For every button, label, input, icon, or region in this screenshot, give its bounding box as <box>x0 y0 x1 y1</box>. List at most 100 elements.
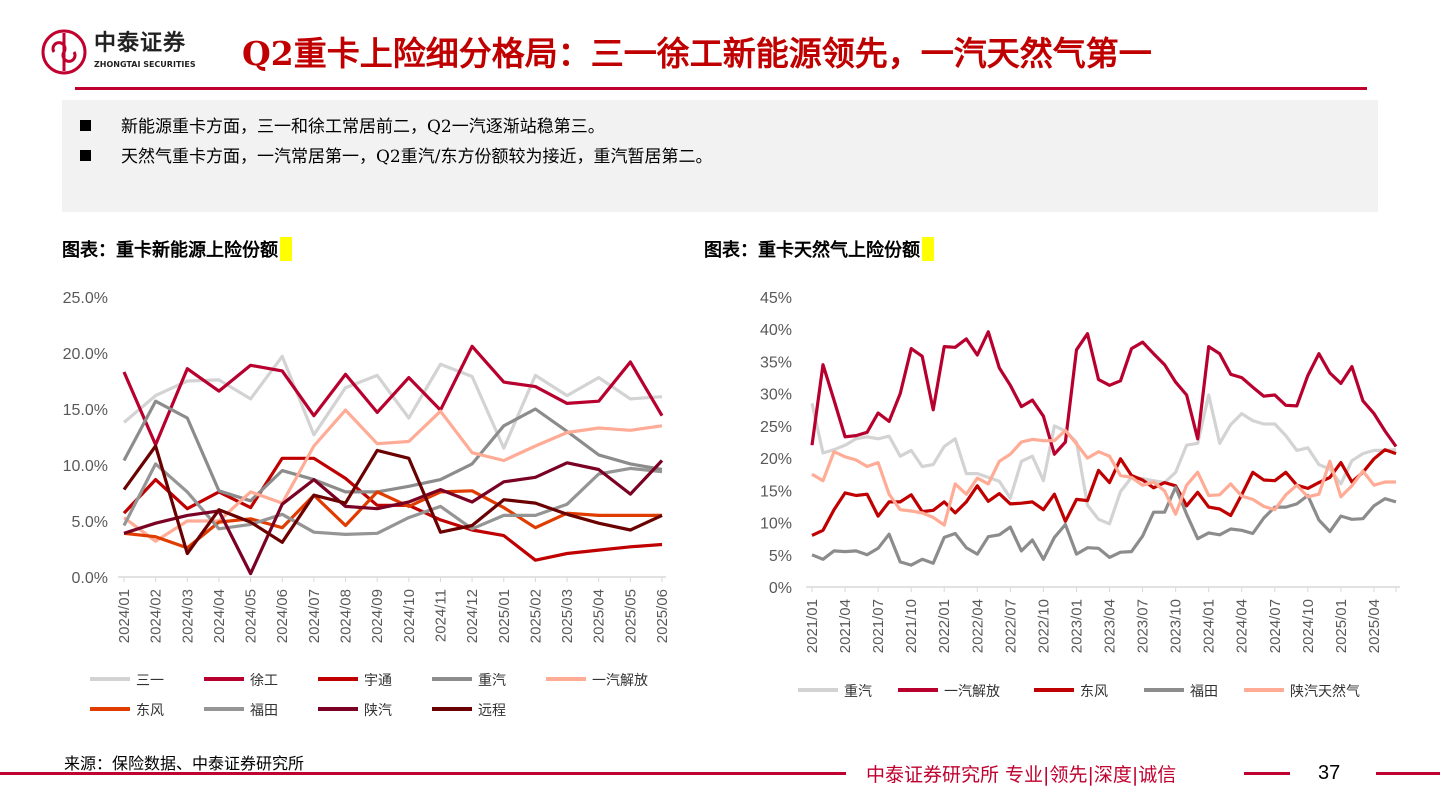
legend-swatch <box>204 707 244 711</box>
legend-item: 重汽 <box>798 681 872 701</box>
x-tick-label: 2025/06 <box>654 589 671 643</box>
x-tick-label: 2024/11 <box>432 589 449 642</box>
y-tick-label: 0.0% <box>72 570 108 587</box>
page-title: Q2重卡上险细分格局：三一徐工新能源领先，一汽天然气第一 <box>242 34 1152 73</box>
x-tick-label: 2024/06 <box>274 589 291 643</box>
page-number: 37 <box>1318 762 1341 784</box>
source-note: 来源：保险数据、中泰证券研究所 <box>64 754 305 773</box>
series-line-一汽解放 <box>810 330 1398 456</box>
legend-item: 徐工 <box>204 670 278 690</box>
x-tick-label: 2025/03 <box>559 589 576 643</box>
bullet-square-icon <box>80 150 91 161</box>
legend-item: 一汽解放 <box>546 670 648 690</box>
y-tick-label: 40% <box>760 322 792 339</box>
legend-label: 重汽 <box>478 673 506 689</box>
series-line-福田 <box>811 485 1397 567</box>
x-tick-label: 2024/03 <box>179 589 196 643</box>
legend-label: 东风 <box>1080 684 1108 700</box>
x-tick-label: 2025/04 <box>1366 599 1383 653</box>
legend-swatch <box>432 707 472 711</box>
chart-title-right: 图表：重卡天然气上险份额 <box>704 236 934 262</box>
x-tick-label: 2024/02 <box>148 589 165 643</box>
legend-item: 陕汽 <box>318 700 392 720</box>
y-tick-label: 35% <box>760 354 792 371</box>
highlight-marker <box>922 237 934 261</box>
x-tick-label: 2024/01 <box>1201 599 1218 653</box>
x-tick-label: 2023/01 <box>1068 599 1085 653</box>
x-tick-label: 2025/01 <box>496 589 513 643</box>
x-tick-label: 2021/04 <box>837 599 854 653</box>
ev-chart-legend: 三一 徐工 宇通 重汽 一汽解放东风 福田 陕汽 远程 <box>90 670 690 730</box>
highlight-marker <box>280 237 292 261</box>
legend-label: 一汽解放 <box>944 684 1000 700</box>
x-tick-label: 2024/07 <box>306 589 323 643</box>
y-tick-label: 30% <box>760 387 792 404</box>
legend-label: 远程 <box>478 703 506 719</box>
legend-item: 远程 <box>432 700 506 720</box>
legend-label: 宇通 <box>364 673 392 689</box>
legend-item: 重汽 <box>432 670 506 690</box>
legend-label: 福田 <box>250 703 278 719</box>
legend-swatch <box>798 688 838 692</box>
y-tick-label: 0% <box>769 580 792 597</box>
bullet-square-icon <box>80 120 91 131</box>
summary-bullet: 天然气重卡方面，一汽常居第一，Q2重汽/东方份额较为接近，重汽暂居第二。 <box>80 142 712 167</box>
x-tick-label: 2024/04 <box>1234 599 1251 653</box>
x-tick-label: 2024/10 <box>401 589 418 643</box>
y-tick-label: 10% <box>760 516 792 533</box>
y-tick-label: 5% <box>769 548 792 565</box>
x-tick-label: 2024/08 <box>338 589 355 643</box>
legend-item: 福田 <box>1144 681 1218 701</box>
x-tick-label: 2021/07 <box>870 599 887 653</box>
legend-item: 一汽解放 <box>898 681 1000 701</box>
legend-item: 东风 <box>1034 681 1108 701</box>
title-divider <box>75 87 1367 90</box>
logo-name: 中泰证券 <box>94 31 187 56</box>
series-line-一汽解放 <box>123 408 663 543</box>
legend-label: 徐工 <box>250 673 278 689</box>
y-tick-label: 20.0% <box>63 346 108 363</box>
footer-rule <box>0 772 846 775</box>
x-tick-label: 2024/01 <box>116 589 133 643</box>
chart-title-left: 图表：重卡新能源上险份额 <box>62 236 292 262</box>
footer-rule <box>1376 772 1440 775</box>
legend-label: 三一 <box>136 673 164 689</box>
series-line-重汽 <box>810 393 1397 526</box>
legend-swatch <box>898 688 938 692</box>
legend-item: 宇通 <box>318 670 392 690</box>
legend-label: 一汽解放 <box>592 673 648 689</box>
x-tick-label: 2024/12 <box>464 589 481 643</box>
gas-share-chart: 0% 5% 10% 15% 20% 25% 30% 35% 40% 45% 2021/01 2021/… <box>760 290 1400 653</box>
x-tick-label: 2025/02 <box>527 589 544 643</box>
company-logo <box>41 29 87 75</box>
y-tick-label: 25% <box>760 419 792 436</box>
legend-item: 东风 <box>90 700 164 720</box>
footer-rule <box>1244 772 1290 775</box>
summary-bullet: 新能源重卡方面，三一和徐工常居前二，Q2一汽逐渐站稳第三。 <box>80 112 605 137</box>
legend-swatch <box>318 677 358 681</box>
x-tick-label: 2024/10 <box>1300 599 1317 653</box>
summary-box: 新能源重卡方面，三一和徐工常居前二，Q2一汽逐渐站稳第三。 天然气重卡方面，一汽… <box>62 100 1378 212</box>
y-tick-label: 20% <box>760 451 792 468</box>
x-tick-label: 2023/10 <box>1168 599 1185 653</box>
x-tick-label: 2025/04 <box>591 589 608 643</box>
series-line-福田 <box>122 462 663 536</box>
legend-label: 重汽 <box>844 684 872 700</box>
legend-item: 三一 <box>90 670 164 690</box>
x-tick-label: 2022/01 <box>936 599 953 653</box>
x-tick-label: 2025/01 <box>1333 599 1350 653</box>
legend-swatch <box>1144 688 1184 692</box>
legend-swatch <box>318 707 358 711</box>
legend-swatch <box>1244 688 1284 692</box>
series-line-远程 <box>122 444 663 556</box>
legend-swatch <box>90 707 130 711</box>
series-line-陕汽 <box>123 459 664 576</box>
x-tick-label: 2021/01 <box>804 599 821 653</box>
y-tick-label: 25.0% <box>63 290 108 307</box>
y-tick-label: 45% <box>760 290 792 307</box>
series-line-徐工 <box>122 344 664 447</box>
x-tick-label: 2024/09 <box>369 589 386 643</box>
legend-label: 福田 <box>1190 684 1218 700</box>
y-tick-label: 10.0% <box>63 458 108 475</box>
series-line-宇通 <box>122 456 663 562</box>
